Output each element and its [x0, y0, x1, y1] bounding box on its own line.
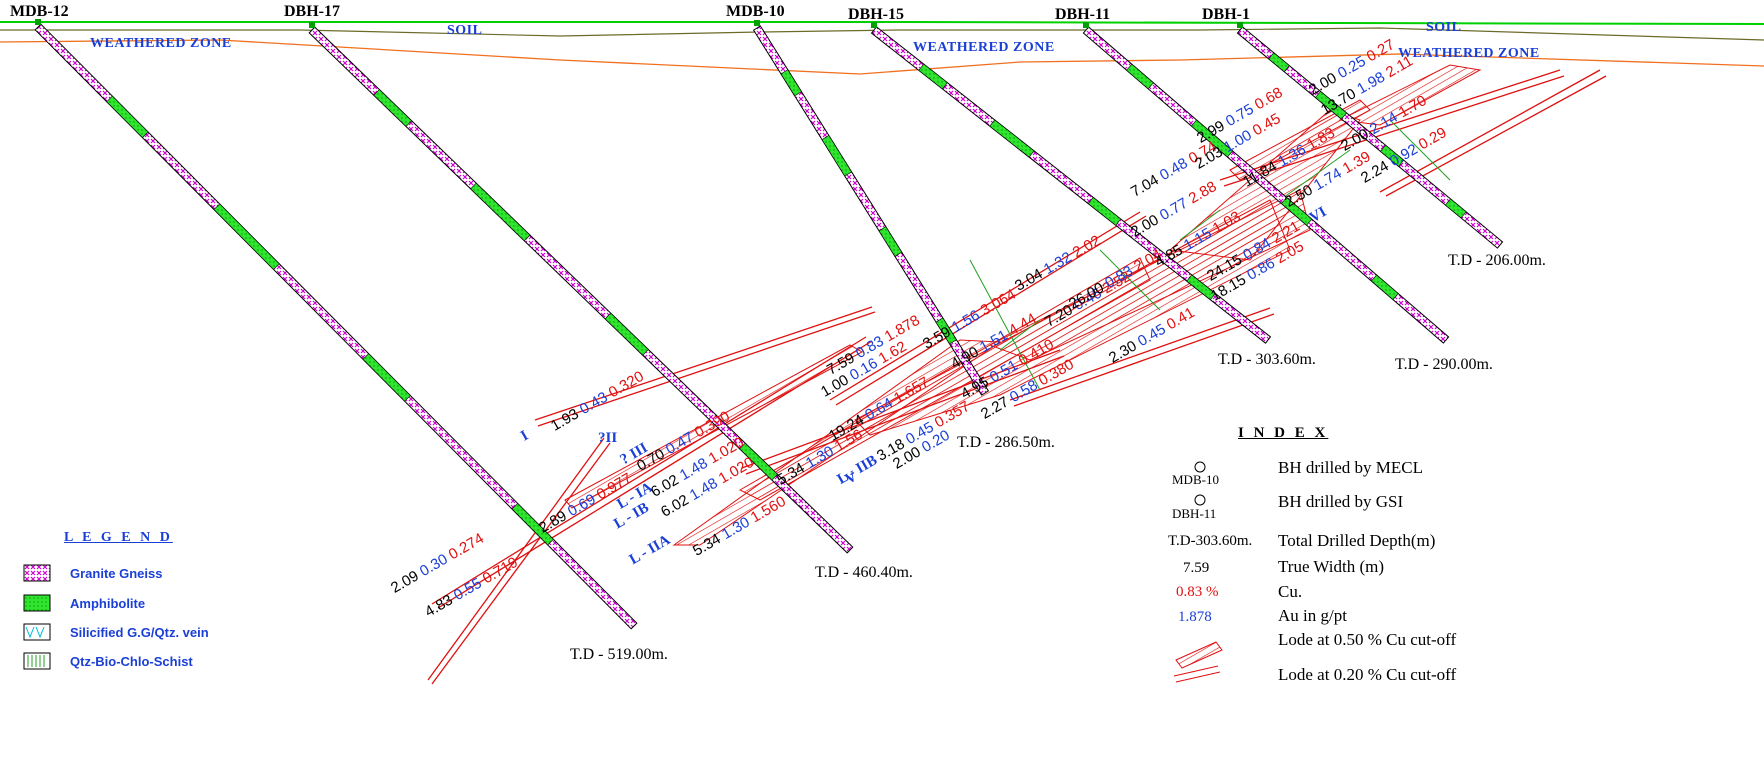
zone-weathered-mid: WEATHERED ZONE — [913, 40, 1055, 55]
amphibolite-segment — [213, 203, 280, 270]
td-east-hole: T.D - 206.00m. — [1448, 252, 1546, 269]
borehole-label-mdb-10: MDB-10 — [726, 3, 785, 20]
weathered-base-line — [0, 39, 1764, 75]
borehole-track — [1236, 26, 1504, 249]
soil-base-line — [0, 27, 1764, 41]
amphibolite-segment — [1315, 90, 1347, 120]
amphibolite-segment — [470, 182, 531, 242]
borehole-collar — [1237, 22, 1243, 28]
amphibolite-segment — [1445, 198, 1467, 219]
td-mdb-12: T.D - 519.00m. — [570, 646, 668, 663]
zone-soil-left: SOIL — [447, 23, 483, 38]
td-dbh-11: T.D - 303.60m. — [1218, 351, 1316, 368]
index-desc-au: Au in g/pt — [1278, 606, 1347, 625]
amphibolite-segment — [373, 89, 413, 127]
zone-weathered-left: WEATHERED ZONE — [90, 36, 232, 51]
borehole-collar — [309, 22, 315, 28]
index-key-td: T.D-303.60m. — [1168, 533, 1253, 549]
index-desc-cu: Cu. — [1278, 582, 1303, 601]
legend-item-silicified: Silicified G.G/Qtz. vein — [70, 625, 209, 640]
amphibolite-segment — [935, 317, 957, 345]
lode-0.20-cutoff-lines — [427, 69, 1607, 685]
amphibolite-segment — [604, 312, 649, 356]
amphibolite-segment — [1186, 274, 1216, 301]
amphibolite-segment — [106, 95, 149, 139]
amphibolite-segment — [739, 442, 778, 481]
legend-swatches — [23, 564, 51, 670]
borehole-track — [870, 26, 1272, 344]
amphibolite-segment — [821, 134, 853, 177]
amphibolite-segment — [918, 63, 948, 90]
tie-lines — [969, 119, 1451, 391]
index-desc-mecl: BH drilled by MECL — [1278, 458, 1423, 477]
ground-surface-line — [0, 21, 1764, 25]
index-desc-gsi: BH drilled by GSI — [1278, 492, 1404, 511]
borehole-collar — [1083, 22, 1089, 28]
zone-weathered-right: WEATHERED ZONE — [1398, 46, 1540, 61]
borehole-track — [34, 23, 638, 630]
borehole-label-mdb-12: MDB-12 — [10, 3, 69, 20]
amphibolite-segment — [511, 502, 554, 546]
td-dbh-1: T.D - 290.00m. — [1395, 356, 1493, 373]
amphibolite-segment — [989, 119, 1035, 158]
amphibolite-segment — [1190, 119, 1234, 158]
index-key-dbh: DBH-11 — [1172, 506, 1217, 521]
index-desc-lode-020: Lode at 0.20 % Cu cut-off — [1278, 665, 1457, 684]
index-key-width: 7.59 — [1183, 560, 1210, 576]
legend-item-amphibolite: Amphibolite — [70, 596, 146, 611]
td-mdb-10: T.D - 460.40m. — [815, 564, 913, 581]
borehole-label-dbh-17: DBH-17 — [284, 3, 340, 20]
amphibolite-segment — [362, 353, 411, 402]
borehole-track — [1082, 26, 1450, 344]
index-symbols — [1173, 461, 1223, 683]
index-key-au: 1.878 — [1178, 609, 1212, 625]
index-desc-width: True Width (m) — [1278, 557, 1385, 576]
index-desc-td: Total Drilled Depth(m) — [1278, 531, 1436, 550]
amphibolite-segment — [780, 69, 802, 97]
zone-soil-right: SOIL — [1426, 20, 1462, 35]
borehole-track — [308, 26, 854, 554]
amphibolite-segment — [1087, 196, 1122, 226]
index-key-mdb: MDB-10 — [1172, 472, 1219, 487]
index-key-cu: 0.83 % — [1176, 584, 1219, 600]
index-title: I N D E X — [1238, 425, 1329, 441]
borehole-collar — [35, 19, 41, 25]
index-desc-lode-050: Lode at 0.50 % Cu cut-off — [1278, 630, 1457, 649]
lode-0.50-cutoff-bodies — [564, 64, 1482, 546]
legend-item-granite-gneiss: Granite Gneiss — [70, 566, 163, 581]
amphibolite-segment — [1380, 144, 1405, 167]
borehole-collar — [871, 22, 877, 28]
lode-label-ii: ?II — [598, 430, 618, 446]
borehole-label-dbh-1: DBH-1 — [1202, 6, 1250, 23]
borehole-label-dbh-15: DBH-15 — [848, 6, 904, 23]
borehole-label-dbh-11: DBH-11 — [1055, 6, 1111, 23]
amphibolite-segment — [878, 226, 903, 257]
legend-title: L E G E N D — [64, 530, 173, 545]
amphibolite-segment — [1370, 274, 1399, 301]
borehole-collar — [754, 20, 760, 26]
td-dbh-15: T.D - 286.50m. — [957, 434, 1055, 451]
amphibolite-segment — [1126, 63, 1154, 90]
legend-item-schist: Qtz-Bio-Chlo-Schist — [70, 654, 193, 669]
amphibolite-segment — [1268, 52, 1290, 73]
borehole-track — [752, 25, 990, 396]
amphibolite-segment — [1280, 197, 1313, 226]
